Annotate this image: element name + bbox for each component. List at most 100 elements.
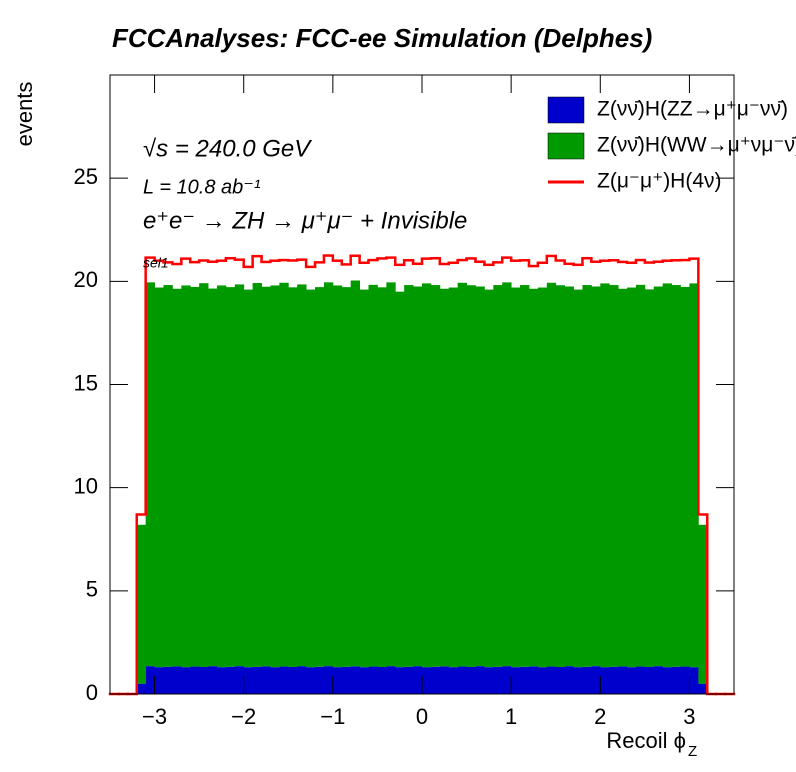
x-tick-label: 3 [683, 704, 695, 729]
hist-bar [662, 667, 672, 694]
hist-bar [225, 666, 236, 694]
hist-bar [172, 288, 182, 667]
hist-bar [671, 285, 681, 667]
y-tick-label: 15 [74, 370, 98, 395]
hist-bar [466, 285, 476, 667]
hist-bar [493, 666, 503, 694]
legend-label: Z(νν̄)H(ZZ→μ⁺μ⁻νν̄) [597, 98, 788, 121]
hist-bar [323, 666, 334, 694]
y-tick-label: 25 [74, 164, 98, 189]
hist-bar [653, 286, 664, 667]
hist-bar [386, 666, 396, 694]
hist-bar [502, 282, 512, 667]
hist-bar [422, 283, 432, 668]
hist-bar [430, 666, 441, 694]
hist-bar [288, 287, 298, 667]
hist-bar [582, 285, 592, 667]
hist-bar [145, 666, 155, 694]
hist-bar [190, 666, 200, 694]
hist-bar [475, 286, 485, 667]
x-tick-label: 0 [416, 704, 428, 729]
hist-bar [163, 666, 173, 694]
plot-area [108, 254, 736, 696]
hist-bar [493, 285, 503, 667]
hist-bar [216, 285, 227, 668]
hist-bar [457, 282, 467, 667]
hist-bar [243, 289, 254, 668]
hist-bar [234, 666, 245, 694]
hist-bar [332, 285, 343, 668]
hist-bar [582, 666, 592, 694]
hist-bar [386, 282, 396, 667]
hist-bar [680, 666, 690, 694]
hist-bar [564, 666, 574, 694]
hist-bar [627, 287, 637, 668]
hist-bar [208, 666, 218, 694]
hist-bar [555, 285, 566, 667]
hist-bar [439, 288, 450, 667]
hist-bar [297, 666, 307, 694]
hist-bar [359, 289, 369, 668]
hist-bar [136, 524, 147, 684]
y-tick-label: 5 [86, 577, 98, 602]
hist-bar [199, 666, 209, 694]
hist-bar [555, 666, 566, 694]
hist-bar [618, 288, 628, 667]
x-axis-label-sub: Z [688, 743, 697, 760]
hist-bar [252, 666, 262, 694]
hist-bar [448, 667, 459, 694]
hist-bar [199, 283, 209, 667]
x-tick-label: −1 [320, 704, 345, 729]
hist-bar [528, 288, 539, 667]
y-tick-label: 10 [74, 473, 98, 498]
hist-bar [350, 280, 360, 667]
y-axis-label: events [12, 82, 37, 147]
hist-bar [698, 524, 708, 684]
hist-bar [430, 285, 441, 667]
x-tick-label: −3 [142, 704, 167, 729]
hist-bar [154, 667, 164, 694]
hist-bar [475, 666, 485, 694]
hist-bar [279, 666, 289, 694]
hist-bar [627, 667, 637, 694]
hist-bar [573, 667, 583, 694]
hist-bar [306, 667, 316, 694]
hist-bar [315, 287, 325, 667]
hist-bar [680, 286, 690, 667]
y-tick-label: 0 [86, 680, 98, 705]
x-axis-label: Recoil ϕ [606, 728, 686, 753]
hist-bar [511, 667, 521, 694]
legend: Z(νν̄)H(ZZ→μ⁺μ⁻νν̄) Z(νν̄)H(WW→μ⁺νμ⁻ν̄) Z(… [547, 96, 796, 193]
hist-bar [537, 667, 548, 694]
hist-bar [306, 289, 316, 668]
hist-bar [288, 666, 298, 694]
hist-bar [341, 287, 352, 667]
hist-bar [609, 666, 619, 694]
hist-bar [635, 284, 646, 667]
hist-bar [181, 667, 191, 694]
hist-bar [528, 666, 539, 694]
hist-bar [252, 282, 262, 667]
hist-bar [359, 667, 369, 694]
hist-bar [323, 282, 334, 667]
x-tick-label: 1 [505, 704, 517, 729]
hist-bar [644, 666, 655, 694]
hist-bar [404, 666, 414, 694]
hist-bar [671, 666, 681, 694]
hist-bar [413, 666, 423, 694]
hist-bar [154, 287, 164, 668]
hist-bar [350, 666, 360, 694]
legend-swatch [547, 96, 585, 124]
hist-bar [368, 666, 378, 694]
hist-bar [689, 283, 699, 668]
hist-bar [395, 291, 405, 668]
hist-bar [564, 286, 574, 667]
hist-bar [377, 666, 387, 694]
hist-bar [600, 283, 610, 668]
hist-bar [618, 666, 628, 694]
hist-bar [270, 285, 280, 668]
hist-bar [484, 289, 494, 668]
hist-bar [181, 285, 191, 668]
hist-bar [225, 287, 236, 667]
